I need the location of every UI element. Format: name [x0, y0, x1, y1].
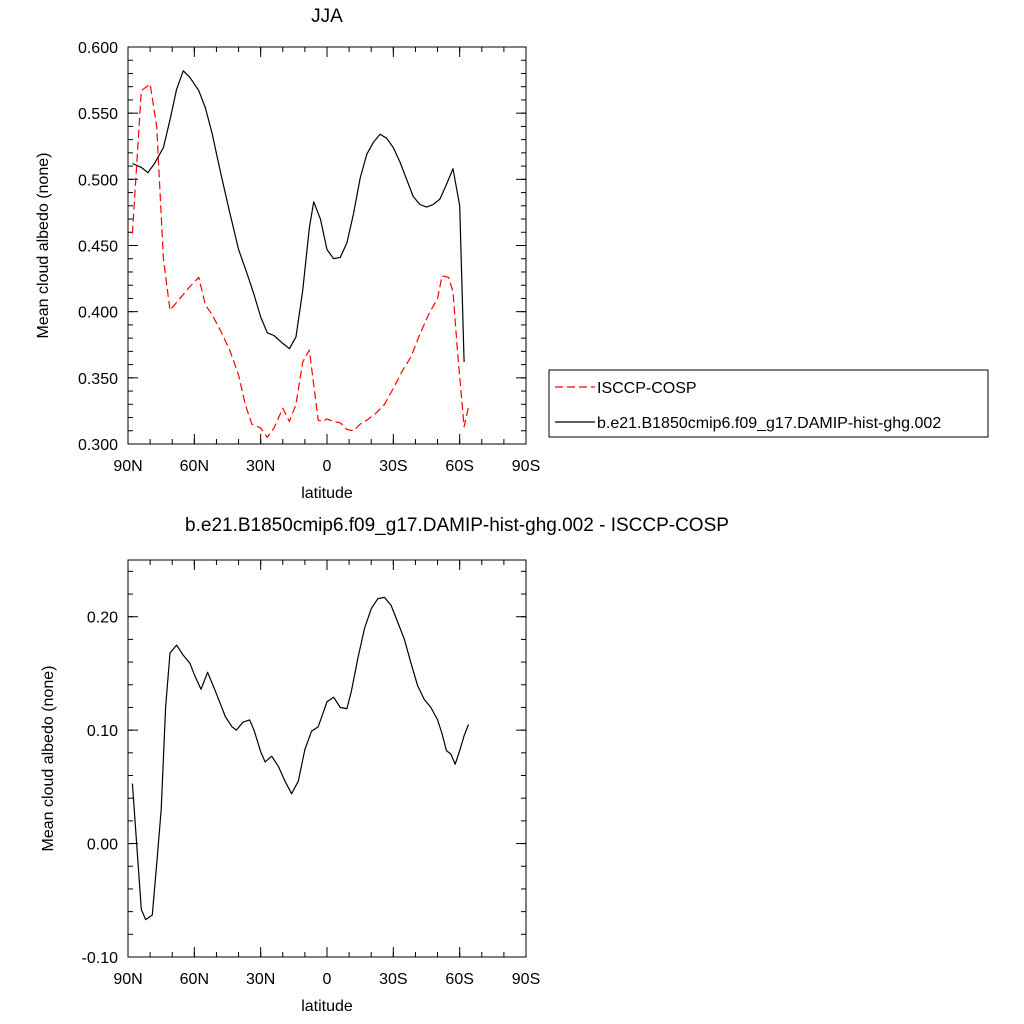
y-tick-label: 0.350 — [78, 371, 118, 388]
y-tick-label: 0.300 — [78, 437, 118, 454]
y-tick-label: 0.00 — [87, 837, 118, 854]
chart-panel-2: b.e21.B1850cmip6.f09_g17.DAMIP-hist-ghg.… — [40, 515, 729, 1015]
x-tick-label: 60S — [445, 458, 473, 475]
x-tick-label: 90N — [113, 971, 142, 988]
x-axis-label: latitude — [301, 998, 353, 1015]
plot-frame — [127, 559, 527, 958]
x-tick-label: 30S — [379, 971, 407, 988]
x-tick-label: 30S — [379, 458, 407, 475]
chart-panel-1: JJA 90N 60N 30N 0 30S 60S 90S 0.300 0.350 0.400 0.4… — [35, 6, 989, 502]
legend: ISCCP-COSP b.e21.B1850cmip6.f09_g17.DAMIP… — [548, 369, 989, 438]
plot-frame — [127, 46, 527, 445]
y-tick-label: -0.10 — [82, 950, 119, 967]
series-line-isccp-cosp — [131, 83, 470, 438]
y-tick-label: 0.450 — [78, 239, 118, 256]
series-line-b-e21-b1850cmip6-f09-g17-damip-hist-ghg-002 — [132, 70, 465, 363]
series-line-difference — [131, 596, 470, 921]
y-tick-label: 0.10 — [87, 723, 118, 740]
chart-title: b.e21.B1850cmip6.f09_g17.DAMIP-hist-ghg.… — [185, 515, 729, 536]
x-tick-label: 60N — [180, 458, 209, 475]
x-tick-label: 90N — [113, 458, 142, 475]
legend-box — [548, 369, 989, 438]
x-tick-label: 60S — [445, 971, 473, 988]
y-tick-label: 0.600 — [78, 40, 118, 57]
x-tick-label: 30N — [246, 971, 275, 988]
legend-label: b.e21.B1850cmip6.f09_g17.DAMIP-hist-ghg.… — [597, 415, 941, 432]
y-axis-label: Mean cloud albedo (none) — [35, 153, 52, 339]
x-tick-label: 0 — [323, 458, 332, 475]
y-tick-label: 0.550 — [78, 106, 118, 123]
y-axis-label: Mean cloud albedo (none) — [40, 666, 57, 852]
x-axis-label: latitude — [301, 485, 353, 502]
chart-title: JJA — [311, 6, 343, 27]
x-tick-label: 0 — [323, 971, 332, 988]
legend-label: ISCCP-COSP — [597, 380, 697, 397]
x-tick-label: 60N — [180, 971, 209, 988]
x-tick-label: 90S — [512, 458, 540, 475]
y-tick-label: 0.500 — [78, 172, 118, 189]
x-tick-label: 30N — [246, 458, 275, 475]
x-tick-label: 90S — [512, 971, 540, 988]
y-tick-label: 0.400 — [78, 305, 118, 322]
y-tick-label: 0.20 — [87, 610, 118, 627]
